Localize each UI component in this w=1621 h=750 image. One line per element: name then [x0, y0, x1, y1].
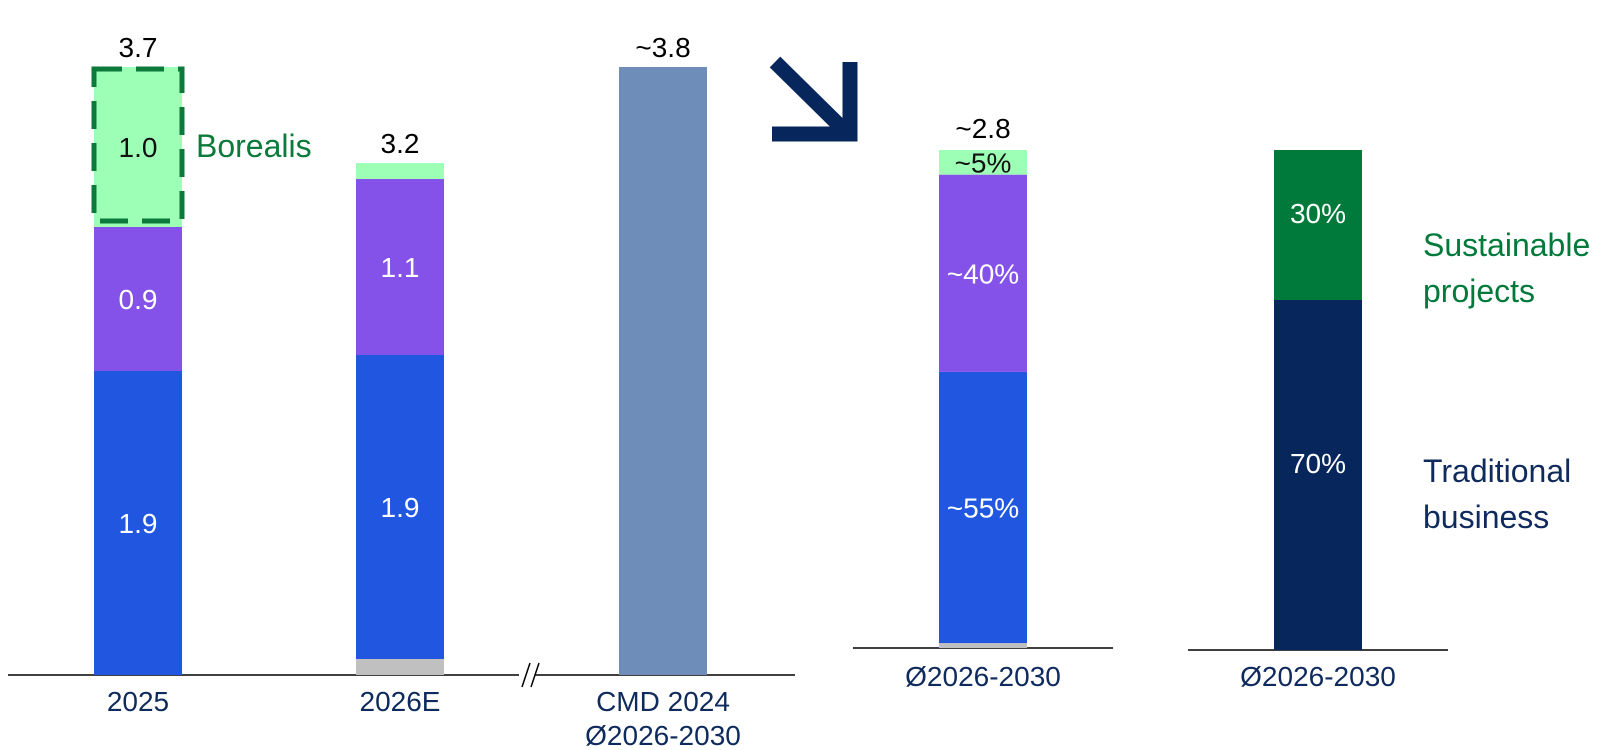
- bar-segment: [356, 179, 444, 355]
- segment-label: 1.0: [119, 132, 158, 163]
- legend-label: projects: [1423, 273, 1535, 309]
- category-label: CMD 2024: [596, 686, 730, 717]
- bar-segment: [94, 371, 182, 675]
- bar-segment: [356, 163, 444, 179]
- bar-segment: [939, 174, 1027, 372]
- category-label: 2026E: [360, 686, 441, 717]
- bar-segment: [94, 67, 182, 227]
- bar-segment: [619, 67, 707, 675]
- bar-segment: [356, 355, 444, 659]
- legend-label: Traditional: [1423, 453, 1571, 489]
- segment-label: 70%: [1290, 448, 1346, 479]
- bar-segment: [1274, 300, 1362, 650]
- category-label: Ø2026-2030: [905, 661, 1061, 692]
- highlight-box: [91, 66, 185, 224]
- total-label: 3.7: [119, 32, 158, 63]
- segment-label: 1.9: [381, 492, 420, 523]
- bar-segment: [1274, 150, 1362, 300]
- highlight-label: Borealis: [196, 128, 312, 164]
- bar-segment: [939, 643, 1027, 648]
- bar-segment: [94, 227, 182, 371]
- segment-label: 0.9: [119, 284, 158, 315]
- bar-segment: [939, 371, 1027, 644]
- total-label: ~2.8: [955, 113, 1010, 144]
- category-label: 2025: [107, 686, 169, 717]
- category-label: Ø2026-2030: [585, 720, 741, 750]
- total-label: ~3.8: [635, 32, 690, 63]
- segment-label: ~40%: [947, 258, 1019, 289]
- bar-segment: [939, 150, 1027, 175]
- segment-label: ~5%: [955, 147, 1012, 178]
- total-label: 3.2: [381, 128, 420, 159]
- axis-break-mark: [530, 662, 540, 688]
- axis-break-gap: [519, 661, 535, 689]
- segment-label: 1.9: [119, 508, 158, 539]
- bar-segment: [356, 659, 444, 675]
- axis-break-mark: [521, 662, 531, 688]
- category-label: Ø2026-2030: [1240, 661, 1396, 692]
- legend-label: Sustainable: [1423, 227, 1590, 263]
- segment-label: ~55%: [947, 492, 1019, 523]
- arrow-down-right-icon: [769, 56, 858, 142]
- segment-label: 1.1: [381, 252, 420, 283]
- segment-label: 30%: [1290, 198, 1346, 229]
- legend-label: business: [1423, 499, 1549, 535]
